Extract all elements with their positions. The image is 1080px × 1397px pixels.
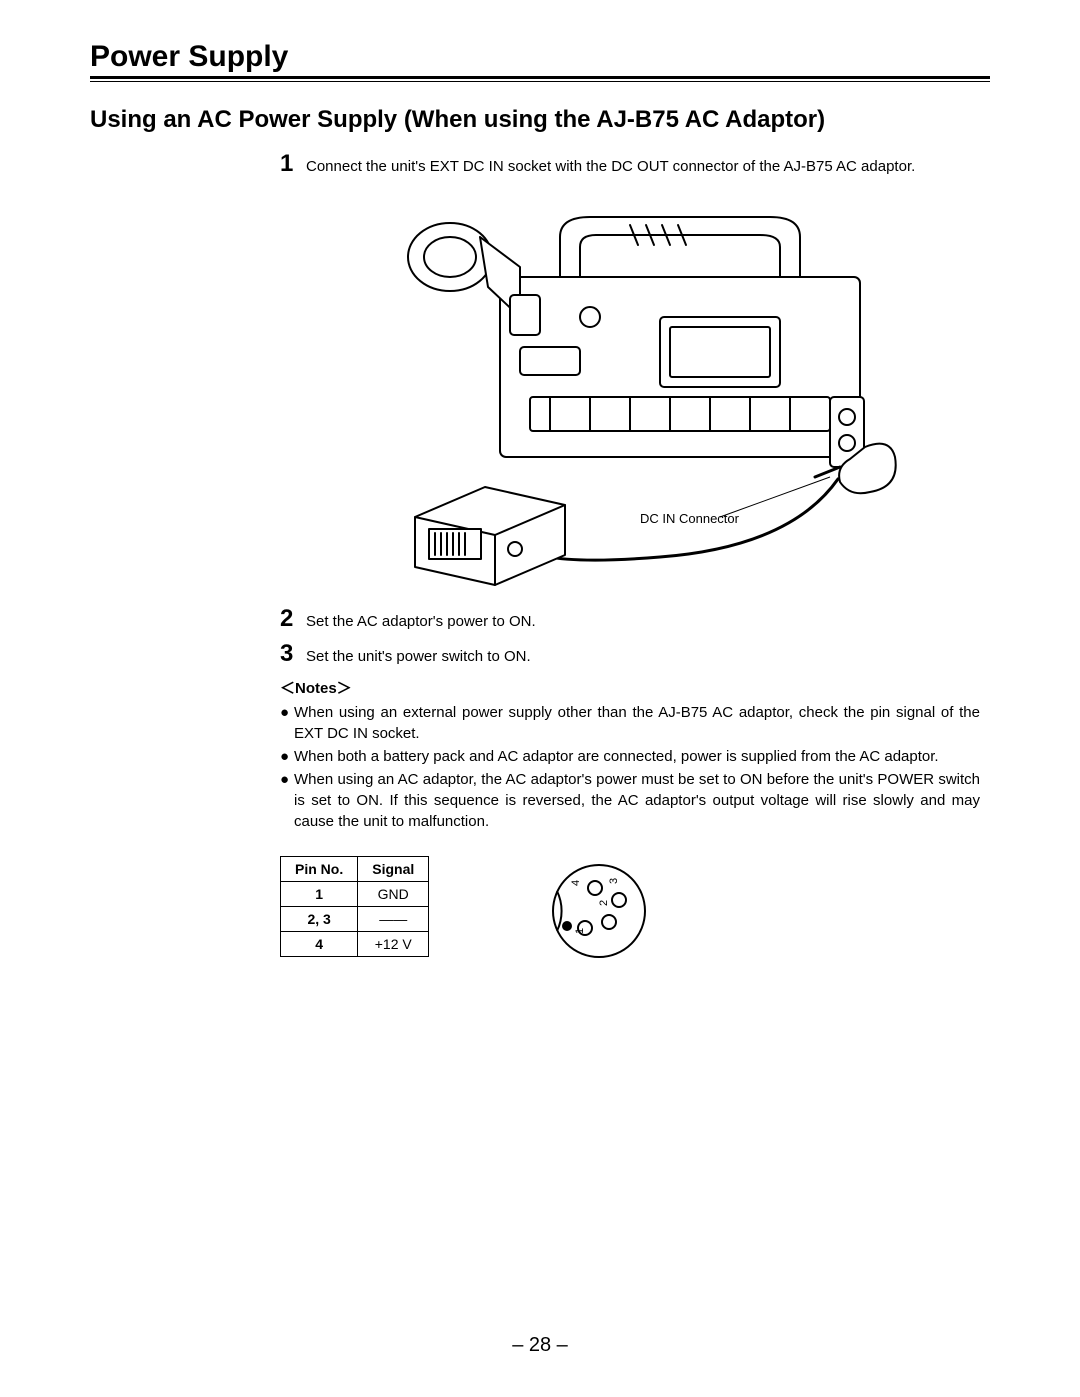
title-rule <box>90 76 990 82</box>
pin-cell: GND <box>358 882 429 907</box>
content-block: 1 Connect the unit's EXT DC IN socket wi… <box>280 152 980 966</box>
pin-table: Pin No. Signal 1 GND 2, 3 —— 4 +12 V <box>280 856 429 957</box>
pin-header: Signal <box>358 857 429 882</box>
pin-cell: 2, 3 <box>281 907 358 932</box>
pin-cell: +12 V <box>358 932 429 957</box>
pin-area: Pin No. Signal 1 GND 2, 3 —— 4 +12 V <box>280 856 980 966</box>
note-text: When using an AC adaptor, the AC adaptor… <box>294 769 980 832</box>
connector-diagram: 1 2 3 4 <box>539 856 659 966</box>
step-number: 1 <box>280 152 306 176</box>
svg-text:2: 2 <box>598 900 610 906</box>
section-title: Using an AC Power Supply (When using the… <box>90 106 990 134</box>
step-2: 2 Set the AC adaptor's power to ON. <box>280 607 980 632</box>
pin-cell: 4 <box>281 932 358 957</box>
step-number: 2 <box>280 607 306 631</box>
camera-illustration: DC IN Connector <box>360 187 900 587</box>
note-text: When using an external power supply othe… <box>294 702 980 744</box>
step-1: 1 Connect the unit's EXT DC IN socket wi… <box>280 152 980 177</box>
note-text: When both a battery pack and AC adaptor … <box>294 746 980 767</box>
bullet-icon: ● <box>280 746 294 767</box>
notes-label: ＜Notes＞ <box>280 677 980 698</box>
note-item: ● When using an external power supply ot… <box>280 702 980 744</box>
pin-cell: —— <box>358 907 429 932</box>
pin-cell: 1 <box>281 882 358 907</box>
note-item: ● When using an AC adaptor, the AC adapt… <box>280 769 980 832</box>
page-number: – 28 – <box>0 1334 1080 1357</box>
svg-text:4: 4 <box>570 880 582 886</box>
step-text: Connect the unit's EXT DC IN socket with… <box>306 152 915 177</box>
svg-text:3: 3 <box>608 878 620 884</box>
svg-text:1: 1 <box>574 928 586 934</box>
page-title: Power Supply <box>90 40 990 74</box>
step-number: 3 <box>280 642 306 666</box>
bullet-icon: ● <box>280 769 294 832</box>
step-text: Set the AC adaptor's power to ON. <box>306 607 536 632</box>
note-item: ● When both a battery pack and AC adapto… <box>280 746 980 767</box>
pin-header: Pin No. <box>281 857 358 882</box>
step-text: Set the unit's power switch to ON. <box>306 642 531 667</box>
step-3: 3 Set the unit's power switch to ON. <box>280 642 980 667</box>
bullet-icon: ● <box>280 702 294 744</box>
figure-label: DC IN Connector <box>640 511 740 526</box>
